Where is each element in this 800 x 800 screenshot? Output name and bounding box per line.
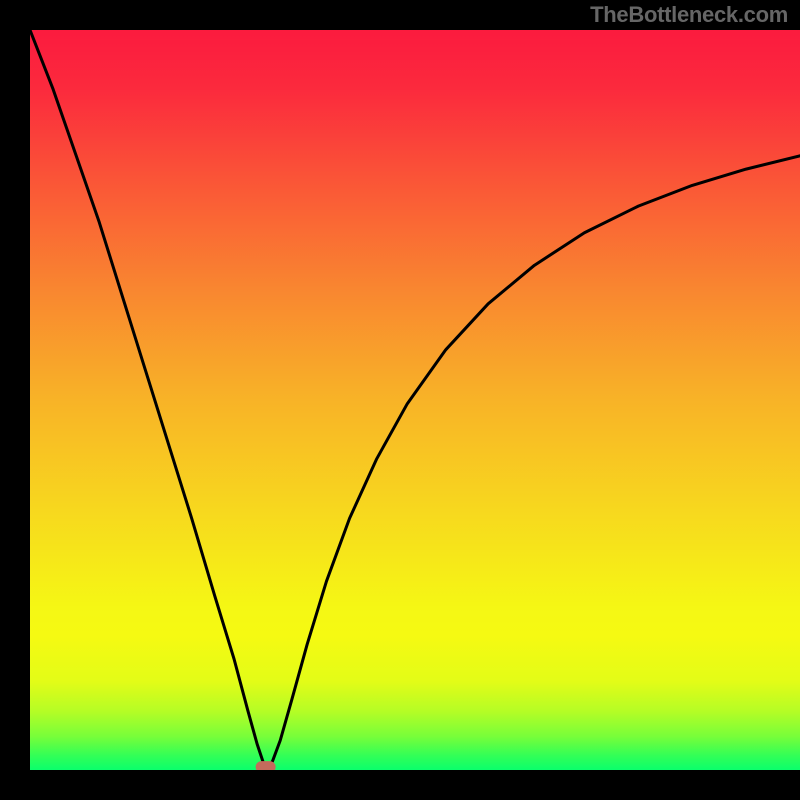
bottleneck-chart-svg: [30, 30, 800, 770]
gradient-background: [30, 30, 800, 770]
plot-area: [30, 30, 800, 770]
chart-canvas: TheBottleneck.com: [0, 0, 800, 800]
minimum-marker: [256, 761, 276, 770]
attribution-label: TheBottleneck.com: [590, 2, 788, 28]
